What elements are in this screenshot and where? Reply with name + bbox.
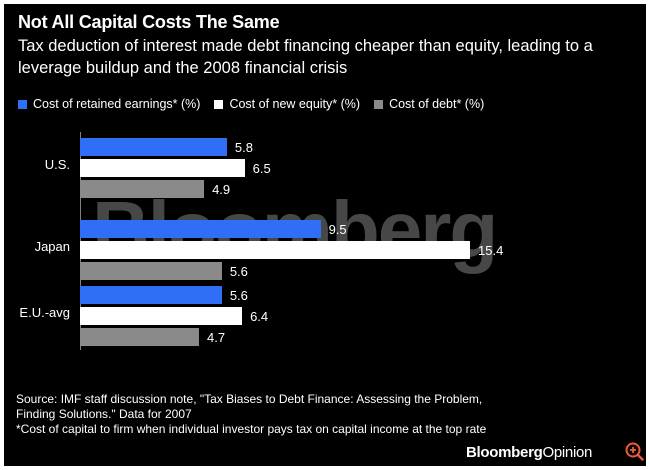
bar-value-label: 9.5 — [328, 222, 347, 237]
footnote: Source: IMF staff discussion note, "Tax … — [16, 392, 506, 437]
magnifier-plus-icon — [625, 442, 644, 461]
legend-item: Cost of new equity* (%) — [214, 97, 360, 111]
legend-item: Cost of debt* (%) — [374, 97, 484, 111]
bar — [80, 159, 245, 177]
bar — [80, 241, 470, 259]
bar — [80, 138, 227, 156]
legend: Cost of retained earnings* (%) Cost of ne… — [18, 97, 498, 111]
bar — [80, 328, 200, 346]
legend-swatch — [214, 99, 224, 109]
legend-label: Cost of debt* (%) — [389, 97, 485, 111]
bar — [80, 220, 321, 238]
bar-value-label: 5.8 — [234, 140, 253, 155]
bar-value-label: 4.7 — [207, 330, 226, 345]
chart-subtitle: Tax deduction of interest made debt fina… — [18, 37, 593, 77]
asterisk-note: *Cost of capital to firm when individual… — [16, 422, 487, 436]
source-note: Source: IMF staff discussion note, "Tax … — [16, 392, 483, 421]
legend-label: Cost of new equity* (%) — [229, 97, 361, 111]
category-label: U.S. — [44, 157, 70, 172]
legend-label: Cost of retained earnings* (%) — [33, 97, 201, 111]
chart-frame: Not All Capital Costs The Same Tax deduc… — [4, 4, 646, 466]
bar-value-label: 15.4 — [478, 243, 504, 258]
bar-value-label: 6.5 — [252, 161, 271, 176]
bar-value-label: 5.6 — [229, 264, 248, 279]
bar — [80, 307, 243, 325]
legend-item: Cost of retained earnings* (%) — [18, 97, 200, 111]
bar-value-label: 4.9 — [212, 182, 231, 197]
brand-bold: Bloomberg — [466, 444, 543, 461]
legend-swatch — [18, 99, 27, 109]
brand-logo: BloombergOpinion — [466, 444, 592, 461]
bar-value-label: 6.4 — [250, 309, 269, 324]
brand-light: Opinion — [542, 444, 593, 461]
bar — [80, 180, 205, 198]
category-label: E.U.-avg — [19, 305, 70, 320]
bar-chart: U.S. 5.8 6.5 4.9 Japan 9.5 15.4 5.6 E.U.-avg 5.6 6… — [4, 124, 646, 379]
bar — [80, 262, 222, 280]
legend-swatch — [374, 99, 384, 109]
category-label: Japan — [34, 239, 70, 254]
chart-title: Not All Capital Costs The Same — [18, 12, 280, 32]
bar — [80, 286, 222, 304]
bar-value-label: 5.6 — [229, 288, 248, 303]
